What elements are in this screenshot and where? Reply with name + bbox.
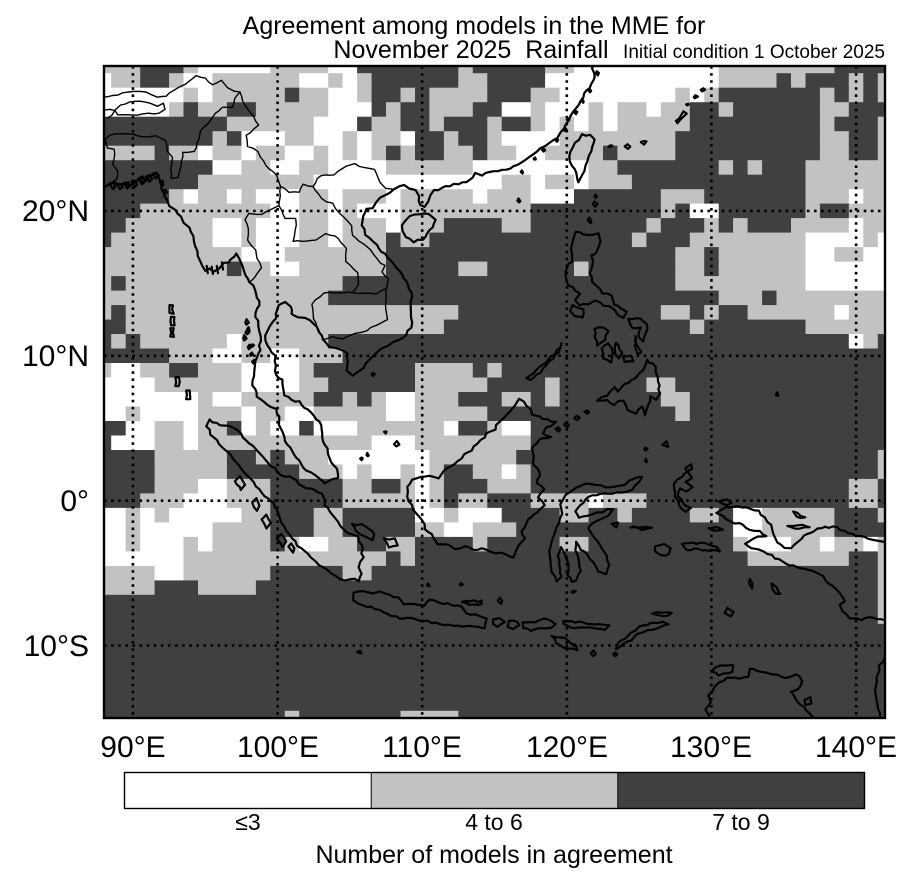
svg-text:140°E: 140°E bbox=[815, 731, 897, 764]
svg-text:Initial condition 1 October 20: Initial condition 1 October 2025 bbox=[623, 42, 885, 63]
svg-text:November 2025 Rainfall: November 2025 Rainfall bbox=[333, 36, 608, 64]
svg-text:110°E: 110°E bbox=[382, 731, 462, 764]
svg-text:130°E: 130°E bbox=[670, 731, 752, 764]
svg-text:4 to 6: 4 to 6 bbox=[465, 809, 523, 835]
svg-text:10°S: 10°S bbox=[24, 630, 89, 663]
svg-text:20°N: 20°N bbox=[22, 195, 89, 228]
svg-text:Agreement among models in the: Agreement among models in the MME for bbox=[243, 12, 706, 40]
svg-text:7 to 9: 7 to 9 bbox=[712, 809, 770, 835]
svg-text:120°E: 120°E bbox=[526, 731, 608, 764]
svg-text:10°N: 10°N bbox=[22, 340, 89, 373]
svg-text:100°E: 100°E bbox=[237, 731, 319, 764]
svg-text:≤3: ≤3 bbox=[235, 809, 260, 835]
svg-text:90°E: 90°E bbox=[100, 731, 165, 764]
svg-text:Number of models in agreement: Number of models in agreement bbox=[315, 841, 672, 869]
svg-text:0°: 0° bbox=[60, 485, 89, 518]
